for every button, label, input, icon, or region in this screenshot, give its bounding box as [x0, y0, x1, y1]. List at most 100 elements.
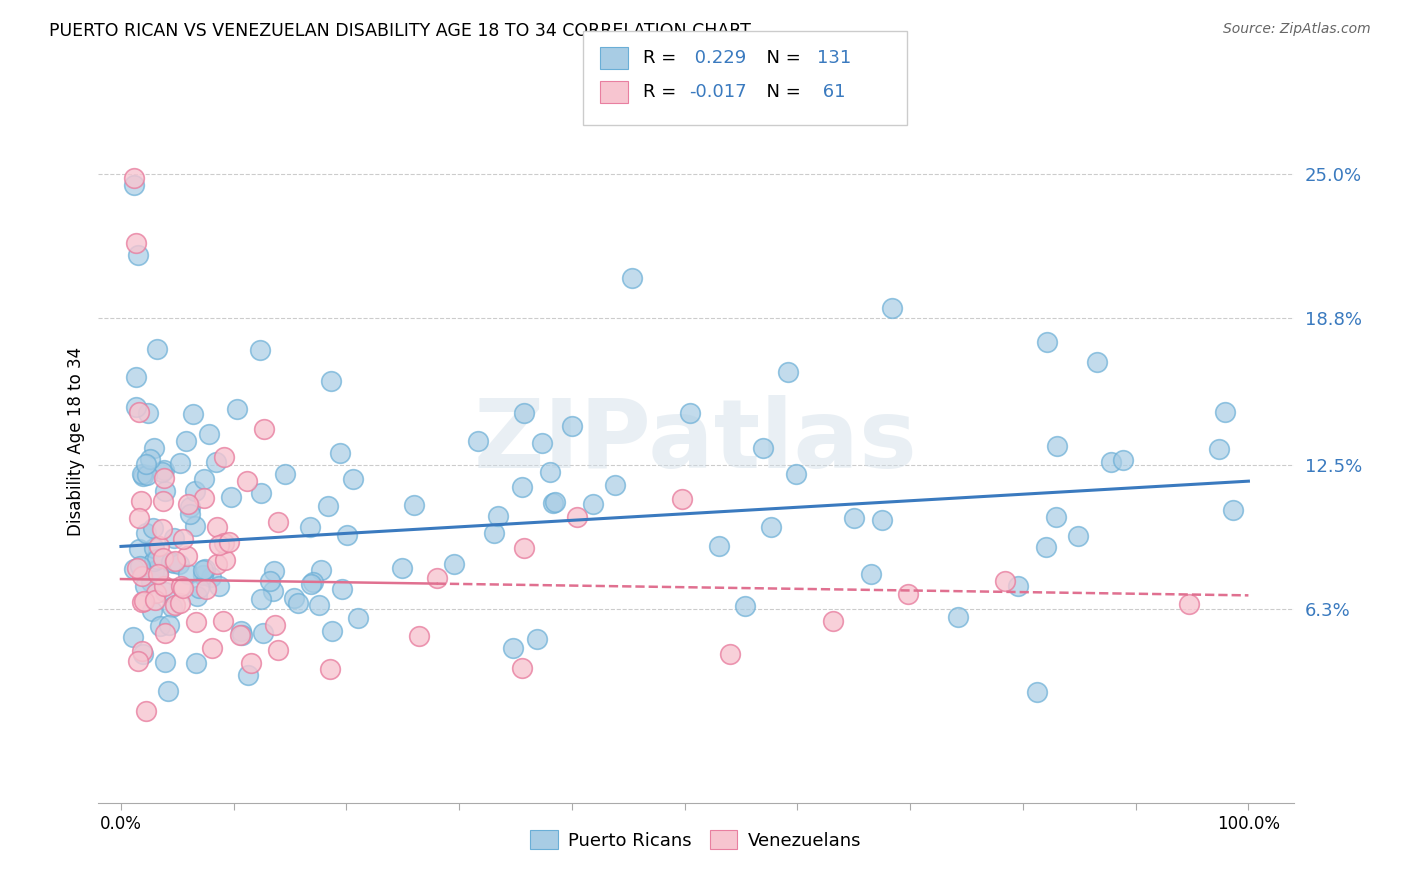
Point — [170, 579, 193, 593]
Point — [149, 619, 172, 633]
Point — [321, 624, 343, 638]
Point — [152, 550, 174, 565]
Point — [273, 467, 295, 482]
Point — [502, 641, 524, 656]
Point — [538, 465, 561, 479]
Point — [408, 629, 430, 643]
Point — [309, 563, 332, 577]
Point — [239, 656, 262, 670]
Point — [347, 611, 370, 625]
Point — [264, 618, 287, 632]
Point — [467, 434, 489, 448]
Point — [1007, 579, 1029, 593]
Point — [125, 370, 148, 384]
Point — [194, 562, 217, 576]
Point — [179, 507, 201, 521]
Point — [250, 592, 273, 607]
Point — [193, 472, 215, 486]
Point — [218, 534, 240, 549]
Point — [252, 626, 274, 640]
Point — [212, 614, 235, 628]
Point — [152, 494, 174, 508]
Point — [152, 579, 174, 593]
Point — [146, 567, 169, 582]
Text: -0.017: -0.017 — [689, 83, 747, 101]
Text: PUERTO RICAN VS VENEZUELAN DISABILITY AGE 18 TO 34 CORRELATION CHART: PUERTO RICAN VS VENEZUELAN DISABILITY AG… — [49, 22, 751, 40]
Point — [510, 481, 533, 495]
Point — [219, 490, 242, 504]
Point — [208, 538, 231, 552]
Point — [179, 500, 201, 514]
Point — [146, 566, 169, 581]
Point — [752, 442, 775, 456]
Point — [141, 574, 163, 589]
Point — [181, 407, 204, 421]
Point — [605, 478, 627, 492]
Point — [191, 563, 214, 577]
Point — [267, 642, 290, 657]
Text: N =: N = — [755, 49, 807, 67]
Point — [145, 343, 167, 357]
Point — [131, 467, 153, 481]
Point — [1222, 503, 1244, 517]
Point — [135, 704, 157, 718]
Point — [153, 471, 176, 485]
Point — [172, 532, 194, 546]
Point — [163, 531, 186, 545]
Point — [177, 497, 200, 511]
Point — [138, 451, 160, 466]
Point — [250, 486, 273, 500]
Point — [143, 541, 166, 556]
Point — [946, 610, 969, 624]
Point — [141, 605, 163, 619]
Point — [131, 644, 153, 658]
Point — [679, 406, 702, 420]
Point — [1067, 529, 1090, 543]
Point — [134, 579, 156, 593]
Point — [1177, 598, 1199, 612]
Point — [157, 684, 180, 698]
Point — [208, 579, 231, 593]
Point — [225, 401, 247, 416]
Point — [1035, 540, 1057, 554]
Point — [150, 522, 173, 536]
Point — [136, 406, 159, 420]
Point — [127, 248, 149, 262]
Point — [561, 418, 583, 433]
Point — [565, 509, 588, 524]
Point — [124, 236, 146, 251]
Point — [1036, 334, 1059, 349]
Text: Source: ZipAtlas.com: Source: ZipAtlas.com — [1223, 22, 1371, 37]
Point — [125, 401, 148, 415]
Point — [195, 582, 218, 596]
Text: 0.229: 0.229 — [689, 49, 747, 67]
Point — [342, 472, 364, 486]
Point — [124, 178, 146, 193]
Point — [155, 626, 177, 640]
Point — [142, 520, 165, 534]
Point — [249, 343, 271, 357]
Point — [512, 660, 534, 674]
Point — [882, 301, 904, 316]
Point — [152, 463, 174, 477]
Point — [1026, 685, 1049, 699]
Text: 61: 61 — [817, 83, 845, 101]
Point — [122, 171, 145, 186]
Point — [287, 596, 309, 610]
Point — [1046, 440, 1069, 454]
Point — [671, 491, 693, 506]
Point — [122, 562, 145, 576]
Point — [543, 496, 565, 510]
Point — [198, 426, 221, 441]
Point — [231, 628, 253, 642]
Y-axis label: Disability Age 18 to 34: Disability Age 18 to 34 — [66, 347, 84, 536]
Point — [131, 595, 153, 609]
Point — [707, 539, 730, 553]
Point — [263, 584, 285, 599]
Text: 131: 131 — [817, 49, 851, 67]
Point — [308, 599, 330, 613]
Point — [186, 590, 208, 604]
Text: N =: N = — [755, 83, 807, 101]
Text: R =: R = — [643, 49, 682, 67]
Point — [482, 526, 505, 541]
